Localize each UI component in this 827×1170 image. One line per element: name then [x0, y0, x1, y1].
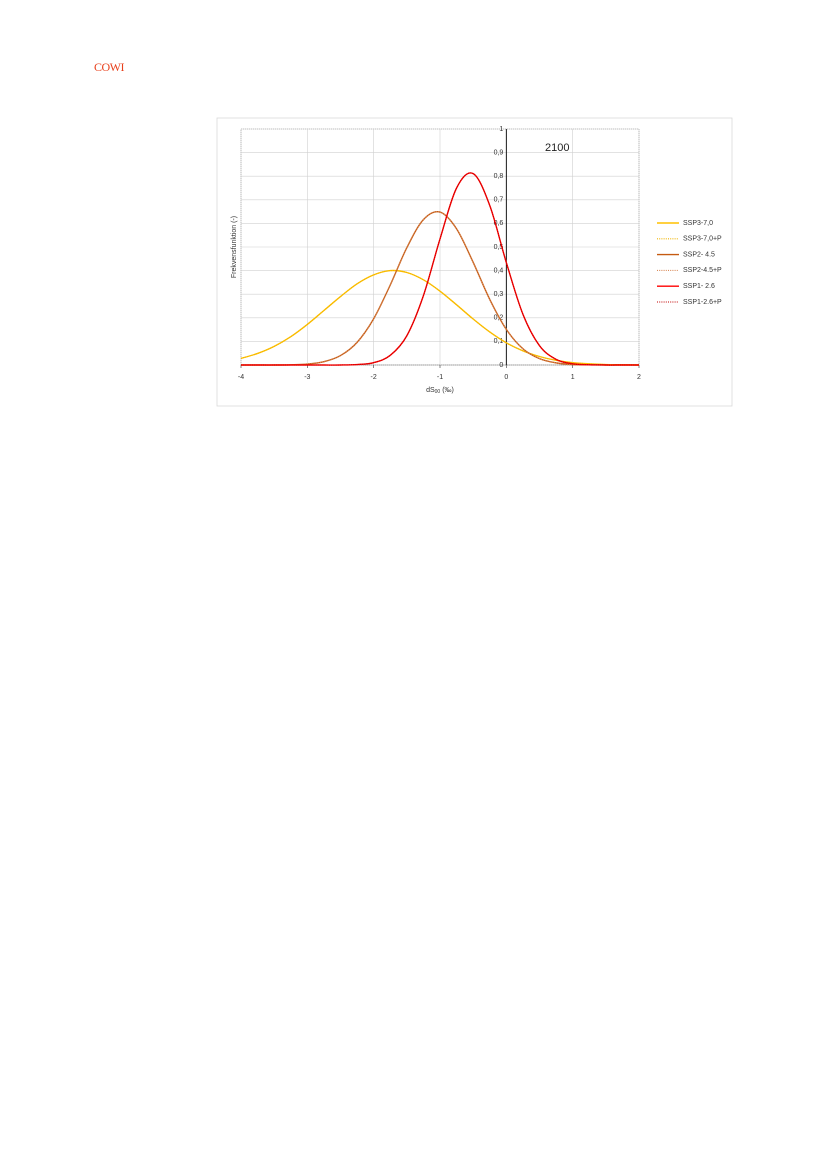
y-tick-label: 0,3 [494, 291, 504, 298]
annotation: 2100 [545, 142, 569, 154]
y-tick-label: 0,5 [494, 244, 504, 251]
y-tick-label: 0,8 [494, 173, 504, 180]
y-tick-label: 1 [499, 126, 503, 133]
legend-label: SSP1- 2.6 [683, 283, 715, 290]
x-axis-label: dS00 (‰) [426, 387, 454, 395]
legend-label: SSP2-4.5+P [683, 267, 722, 274]
x-tick-label: -2 [371, 374, 377, 381]
x-tick-label: 2 [637, 374, 641, 381]
series-line [241, 211, 639, 366]
legend-label: SSP3-7,0 [683, 220, 713, 227]
y-tick-label: 0,9 [494, 149, 504, 156]
y-tick-label: 0 [499, 362, 503, 369]
chart-frame [216, 117, 733, 407]
y-tick-label: 0,2 [494, 315, 504, 322]
y-tick-label: 0,7 [494, 197, 504, 204]
logo: COWI [94, 60, 125, 74]
y-tick-label: 0,4 [494, 267, 504, 274]
x-tick-label: 1 [571, 374, 575, 381]
y-tick-label: 0,6 [494, 220, 504, 227]
legend-label: SSP2- 4.5 [683, 251, 715, 258]
y-tick-label: 0,1 [494, 338, 504, 345]
legend-label: SSP1-2.6+P [683, 299, 722, 306]
x-label-unit: (‰) [442, 387, 454, 394]
series-line [241, 172, 639, 366]
x-tick-label: -1 [437, 374, 443, 381]
x-label-sub: 00 [435, 389, 441, 395]
legend-label: SSP3-7,0+P [683, 236, 722, 243]
x-tick-label: 0 [504, 374, 508, 381]
y-axis-label: Frekvensfunktion (-) [231, 216, 238, 278]
x-tick-label: -4 [238, 374, 244, 381]
series-line [240, 269, 640, 366]
x-label-main: dS [426, 387, 435, 394]
x-tick-label: -3 [304, 374, 310, 381]
